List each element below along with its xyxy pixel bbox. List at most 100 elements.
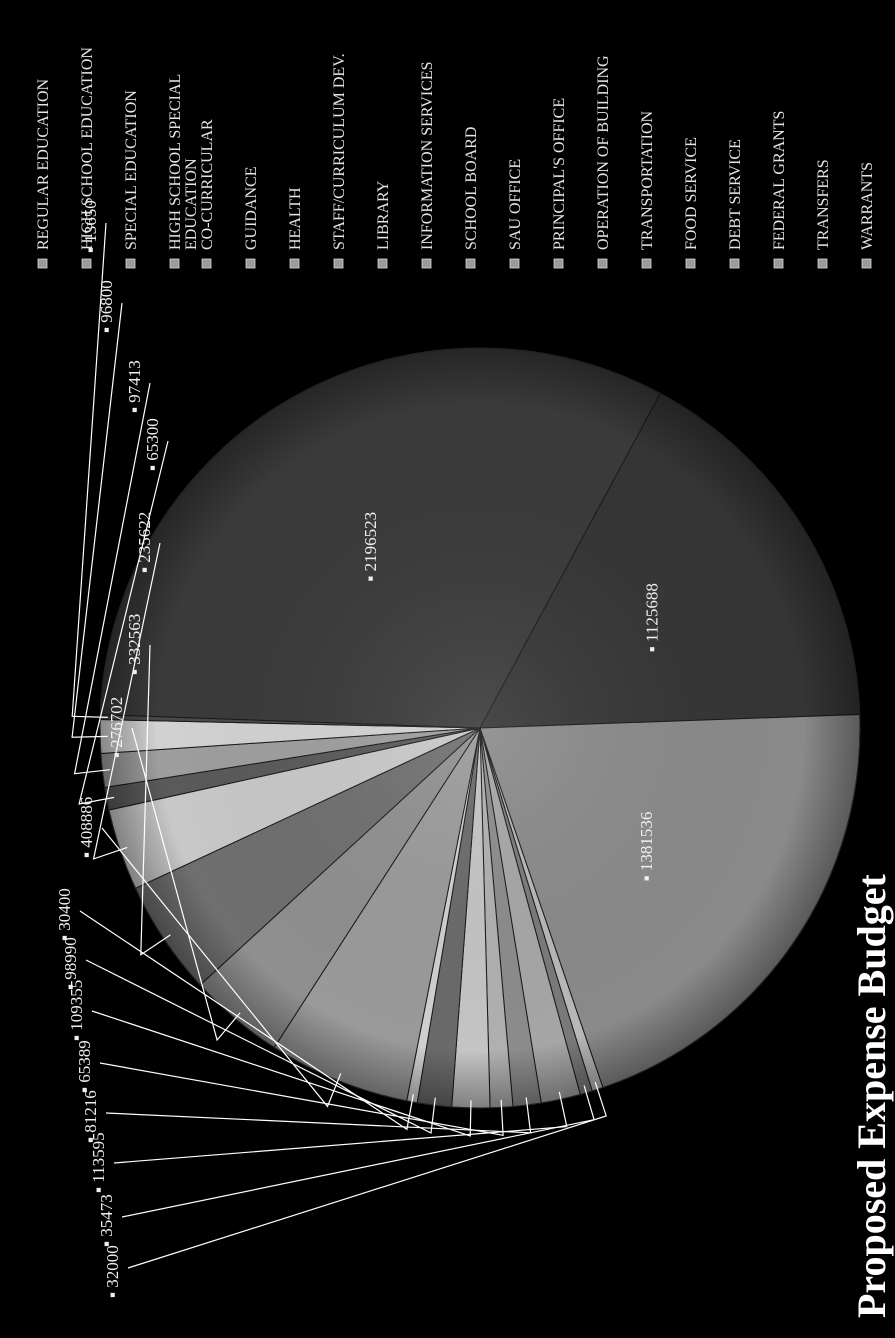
- legend-label: HIGH SCHOOL SPECIAL: [167, 74, 184, 250]
- leader-line: [99, 1062, 504, 1137]
- leader-line: [105, 1097, 532, 1134]
- slice-value-label: ▪ 96800: [97, 280, 116, 333]
- legend-swatch: [509, 258, 520, 269]
- slice-value-label: ▪ 32000: [103, 1245, 122, 1298]
- legend-swatch: [861, 258, 872, 269]
- leader-line: [121, 1085, 595, 1218]
- slice-value-label: ▪ 1125688: [643, 583, 662, 652]
- legend-entry: TRANSPORTATION: [639, 110, 656, 269]
- leader-line: [71, 222, 108, 718]
- legend-entry: TRANSFERS: [815, 159, 832, 269]
- legend-label: PRINCIPAL'S OFFICE: [551, 98, 568, 250]
- slice-value-label: ▪ 97413: [125, 360, 144, 413]
- legend-label: SPECIAL EDUCATION: [123, 90, 140, 250]
- legend-swatch: [333, 258, 344, 269]
- slice-value-label: ▪ 81216: [81, 1090, 100, 1143]
- legend-entry: REGULAR EDUCATION: [35, 78, 52, 269]
- pie-slices: [99, 347, 861, 1109]
- legend-swatch: [729, 258, 740, 269]
- slice-value-label: ▪ 1381536: [637, 812, 656, 882]
- data-labels: ▪ 2196523 ▪ 1125688 ▪ 1381536 ▪ 32000▪ 3547…: [55, 200, 662, 1298]
- legend-swatch: [201, 258, 212, 269]
- leader-lines: [71, 222, 607, 1269]
- slice-value-label: ▪ 2196523: [361, 512, 380, 582]
- chart-title: Proposed Expense Budget: [849, 874, 894, 1318]
- slice-value-label: ▪ 332563: [125, 614, 144, 675]
- slice-value-label: ▪ 30400: [55, 888, 74, 941]
- legend-label: HEALTH: [287, 187, 304, 250]
- legend-swatch: [641, 258, 652, 269]
- legend-label: EDUCATION: [183, 158, 200, 250]
- legend-swatch: [289, 258, 300, 269]
- legend-entry: LIBRARY: [375, 180, 392, 269]
- leader-line: [91, 1010, 472, 1137]
- leader-line: [140, 644, 171, 956]
- legend-label: WARRANTS: [859, 162, 876, 250]
- slice-value-label: ▪ 65300: [143, 418, 162, 471]
- leader-line: [113, 1091, 568, 1164]
- leader-line: [79, 910, 414, 1131]
- legend: REGULAR EDUCATION HIGH SCHOOL EDUCATION SP…: [35, 47, 876, 269]
- leader-line: [73, 382, 151, 775]
- slice-value-label: ▪ 113595: [89, 1132, 108, 1193]
- legend-entry: FEDERAL GRANTS: [771, 111, 788, 269]
- legend-swatch: [597, 258, 608, 269]
- legend-label: OPERATION OF BUILDING: [595, 55, 612, 250]
- legend-label: CO-CURRICULAR: [199, 119, 216, 250]
- legend-swatch: [377, 258, 388, 269]
- legend-swatch: [685, 258, 696, 269]
- legend-label: INFORMATION SERVICES: [419, 61, 436, 250]
- legend-entry: HIGH SCHOOL SPECIAL EDUCATION: [167, 74, 200, 269]
- legend-entry: FOOD SERVICE: [683, 137, 700, 269]
- legend-entry: SAU OFFICE: [507, 159, 524, 269]
- legend-entry: INFORMATION SERVICES: [419, 61, 436, 269]
- legend-swatch: [773, 258, 784, 269]
- legend-label: STAFF/CURRICULUM DEV.: [331, 53, 348, 250]
- legend-label: LIBRARY: [375, 180, 392, 250]
- legend-entry: HEALTH: [287, 187, 304, 269]
- legend-entry: GUIDANCE: [243, 166, 260, 269]
- legend-entry: PRINCIPAL'S OFFICE: [551, 98, 568, 269]
- slice-value-label: ▪ 13650: [81, 200, 100, 253]
- legend-label: DEBT SERVICE: [727, 139, 744, 250]
- leader-line: [131, 727, 241, 1042]
- legend-entry: HIGH SCHOOL EDUCATION: [79, 47, 96, 269]
- legend-label: GUIDANCE: [243, 166, 260, 250]
- slice-value-label: ▪ 408886: [77, 797, 96, 858]
- legend-entry: SCHOOL BOARD: [463, 127, 480, 269]
- legend-label: FEDERAL GRANTS: [771, 111, 788, 250]
- legend-swatch: [817, 258, 828, 269]
- slice-value-label: ▪ 109355: [67, 980, 86, 1041]
- legend-label: SAU OFFICE: [507, 159, 524, 250]
- leader-line: [101, 827, 342, 1108]
- slice-value-label: ▪ 65389: [75, 1040, 94, 1093]
- slice-value-label: ▪ 35473: [97, 1194, 116, 1247]
- legend-label: TRANSPORTATION: [639, 110, 656, 250]
- legend-swatch: [245, 258, 256, 269]
- legend-label: HIGH SCHOOL EDUCATION: [79, 47, 96, 250]
- slice-value-label: ▪ 276702: [107, 697, 126, 758]
- legend-swatch: [553, 258, 564, 269]
- legend-label: REGULAR EDUCATION: [35, 78, 52, 250]
- legend-entry: CO-CURRICULAR: [199, 119, 216, 269]
- leader-line: [78, 440, 169, 805]
- legend-entry: DEBT SERVICE: [727, 139, 744, 269]
- leader-line: [92, 542, 161, 860]
- leader-line: [85, 959, 436, 1134]
- legend-entry: OPERATION OF BUILDING: [595, 55, 612, 269]
- leader-line: [71, 302, 123, 738]
- legend-entry: WARRANTS: [859, 162, 876, 269]
- legend-entry: SPECIAL EDUCATION: [123, 90, 140, 269]
- slice-value-label: ▪ 235622: [135, 512, 154, 573]
- pie-shading: [99, 347, 861, 1109]
- legend-label: TRANSFERS: [815, 159, 832, 250]
- legend-swatch: [465, 258, 476, 269]
- legend-swatch: [125, 258, 136, 269]
- legend-label: SCHOOL BOARD: [463, 127, 480, 250]
- legend-swatch: [169, 258, 180, 269]
- legend-entry: STAFF/CURRICULUM DEV.: [331, 53, 348, 269]
- slice-value-label: ▪ 98990: [61, 937, 80, 990]
- leader-line: [127, 1081, 607, 1269]
